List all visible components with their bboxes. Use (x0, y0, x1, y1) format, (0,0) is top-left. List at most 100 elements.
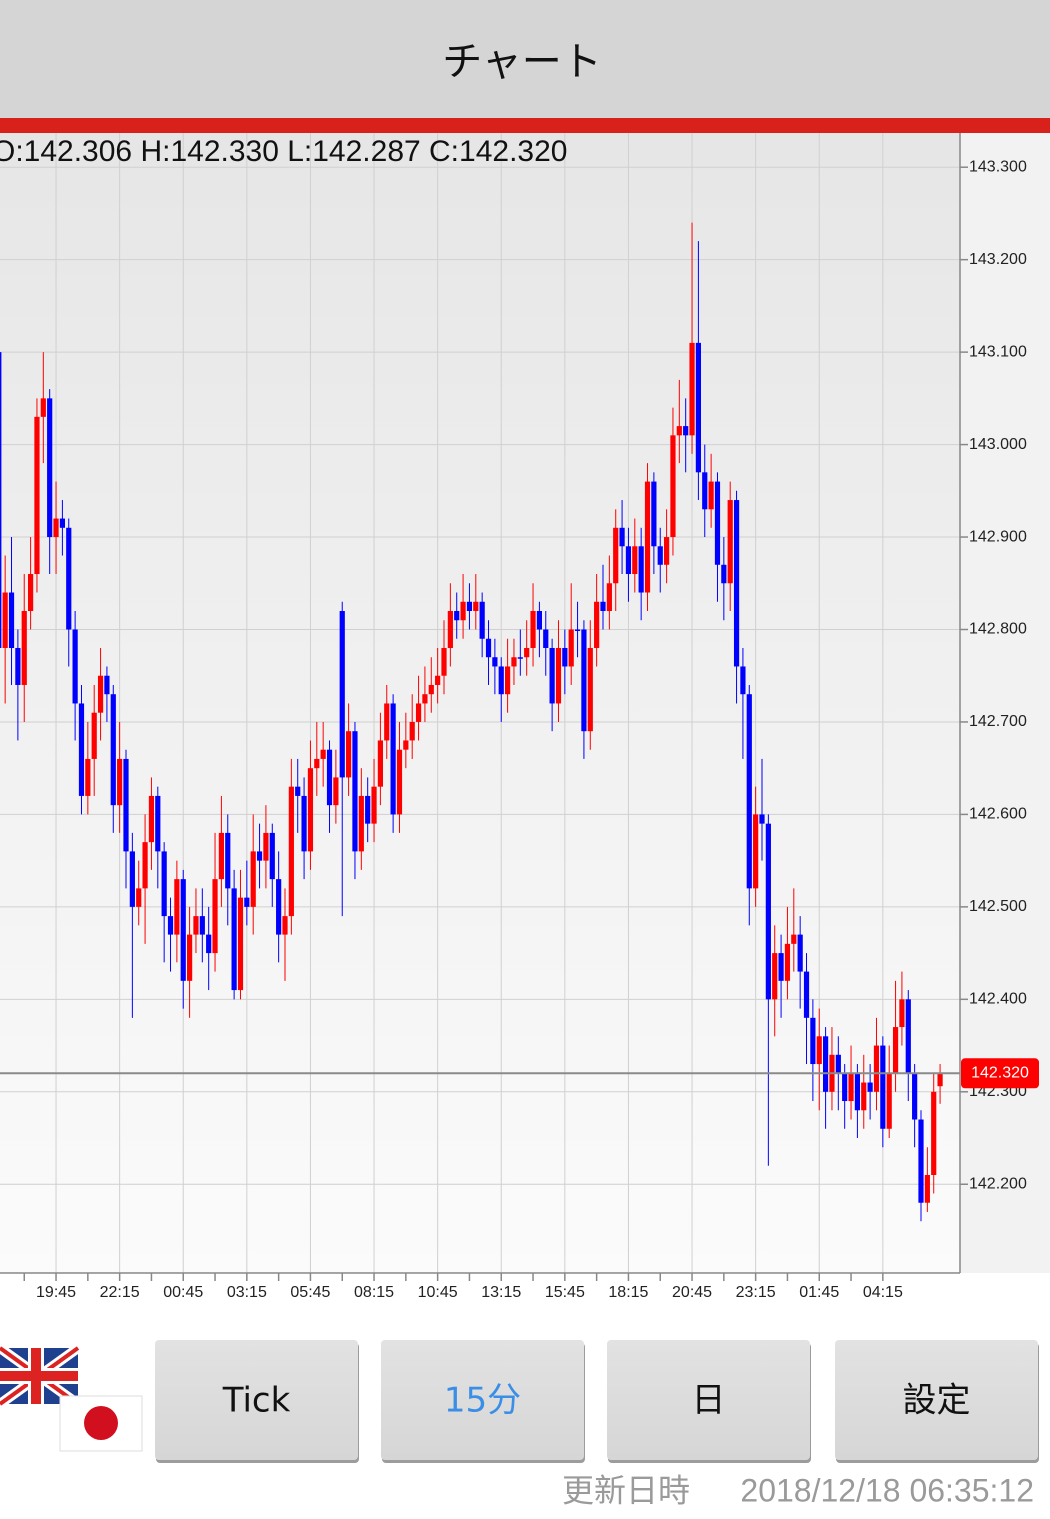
candle-body (441, 647, 447, 676)
candle-body (339, 611, 345, 778)
period-button[interactable]: 15分 (381, 1340, 585, 1463)
candle-body (91, 712, 97, 759)
candle-body (727, 500, 733, 584)
candle-body (276, 879, 282, 935)
y-tick-label: 142.400 (969, 991, 1027, 1008)
candle-body (136, 888, 142, 907)
x-tick-label: 23:15 (736, 1284, 776, 1301)
y-tick-label: 143.200 (969, 251, 1027, 268)
updated-label: 更新日時 (562, 1472, 690, 1508)
candle-body (924, 1174, 930, 1203)
candle-body (180, 879, 186, 981)
overlay: 142.320 (0, 1058, 1039, 1089)
candle-body (256, 851, 263, 861)
candle-body (772, 953, 778, 1000)
candle-body (244, 897, 250, 907)
button-label[interactable]: 日 (692, 1381, 726, 1421)
candle-body (346, 731, 352, 778)
candle-body (454, 611, 460, 621)
accent-bar (0, 118, 1050, 133)
button-face[interactable] (381, 1340, 584, 1460)
candle-body (613, 527, 619, 584)
x-tick-label: 03:15 (227, 1284, 267, 1301)
y-tick-label: 142.700 (969, 713, 1027, 730)
candle-body (765, 823, 771, 1000)
period-button[interactable]: 設定 (835, 1340, 1039, 1463)
candle-body (104, 675, 110, 695)
x-tick-label: 19:45 (36, 1284, 76, 1301)
candle-body (702, 472, 708, 510)
currency-flags (0, 1343, 143, 1452)
button-face[interactable] (835, 1340, 1038, 1460)
button-face[interactable] (607, 1340, 810, 1460)
candle-body (536, 611, 542, 630)
candle-body (409, 721, 415, 741)
candle-body (263, 832, 269, 861)
candle-body (606, 583, 612, 612)
candle-body (733, 500, 740, 667)
candle-body (644, 481, 651, 593)
candle-body (199, 916, 205, 935)
candle-body (511, 657, 517, 667)
x-tick-label: 00:45 (163, 1284, 203, 1301)
candle-body (206, 934, 212, 954)
candle-body (365, 795, 371, 824)
candle-body (218, 832, 224, 880)
x-tick-label: 05:45 (290, 1284, 330, 1301)
candle-body (543, 629, 549, 648)
candle-body (568, 629, 574, 667)
candle-body (619, 527, 625, 547)
candle-body (8, 592, 15, 648)
period-button[interactable]: Tick (155, 1340, 359, 1463)
candle-body (231, 888, 237, 991)
candle-body (848, 1073, 854, 1102)
candle-body (85, 758, 91, 796)
japan-flag (59, 1395, 143, 1452)
period-button[interactable]: 日 (607, 1340, 811, 1463)
candle-body (428, 684, 434, 695)
candle-body (587, 647, 593, 732)
candle-body (791, 934, 797, 944)
candle-body (72, 629, 78, 704)
candle-body (97, 675, 104, 713)
candle-body (250, 851, 256, 907)
header-bar (0, 0, 1050, 118)
candle-body (66, 527, 72, 630)
candle-body (721, 564, 727, 584)
x-tick-label: 18:15 (608, 1284, 648, 1301)
button-label[interactable]: 15分 (444, 1381, 521, 1421)
candle-body (937, 1073, 943, 1087)
candle-body (899, 999, 905, 1028)
candle-body (435, 675, 441, 685)
candle-body (282, 916, 288, 935)
candle-body (384, 703, 390, 741)
candle-body (473, 601, 479, 612)
candle-body (34, 416, 40, 575)
candle-body (854, 1073, 860, 1111)
candle-body (47, 398, 53, 538)
x-tick-label: 10:45 (418, 1284, 458, 1301)
candle-body (823, 1036, 829, 1092)
button-face[interactable] (155, 1340, 358, 1460)
candle-body (873, 1045, 880, 1092)
plot-area (0, 133, 960, 1273)
candle-body (683, 426, 689, 436)
candle-body (664, 537, 670, 565)
candle-body (517, 657, 523, 659)
button-label[interactable]: Tick (222, 1381, 291, 1421)
candle-body (880, 1045, 886, 1129)
candle-body (193, 916, 199, 935)
candle-body (778, 953, 784, 981)
candle-body (912, 1073, 918, 1120)
header-title: チャート (442, 39, 602, 85)
candle-body (117, 758, 123, 806)
updated-timestamp: 2018/12/18 06:35:12 (740, 1472, 1034, 1508)
candle-body (466, 601, 473, 612)
candle-body (918, 1119, 924, 1203)
candle-body (670, 435, 676, 538)
candle-body (867, 1082, 873, 1092)
button-label[interactable]: 設定 (903, 1381, 971, 1421)
candle-body (498, 666, 504, 695)
candle-body (377, 740, 383, 787)
